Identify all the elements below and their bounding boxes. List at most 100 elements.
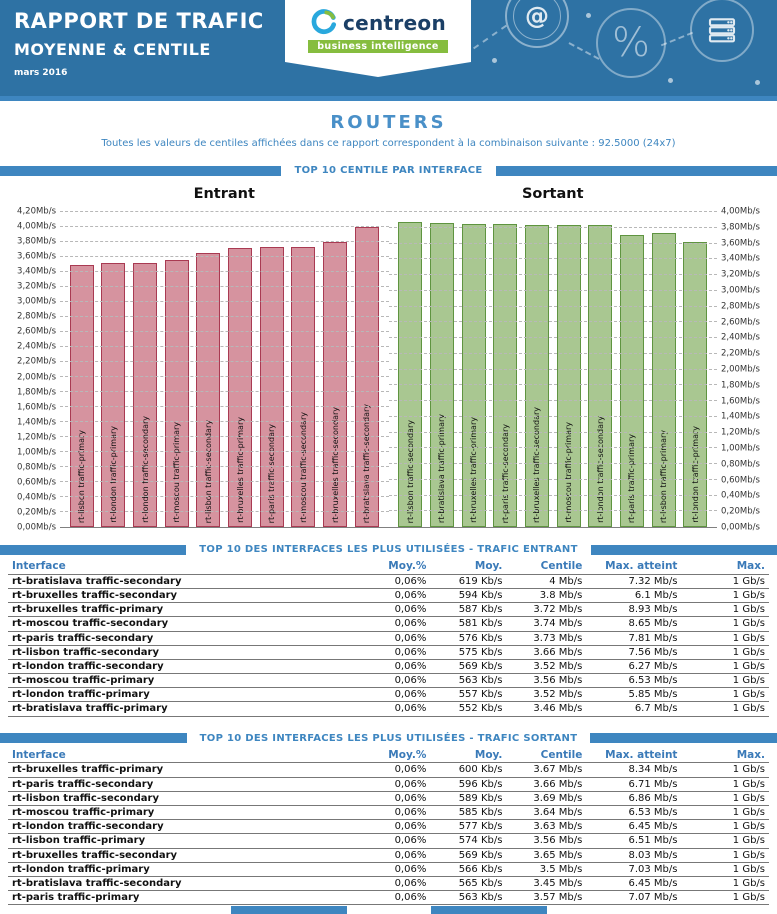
y-tick-label: 3,20Mb/s xyxy=(721,269,760,280)
gridline xyxy=(60,316,389,317)
value-cell: 600 Kb/s xyxy=(430,762,507,778)
bar-label: rt-moscou traffic-primary xyxy=(172,422,182,523)
value-cell: 619 Kb/s xyxy=(430,574,507,589)
y-tick-label: 4,00Mb/s xyxy=(17,221,56,232)
value-cell: 0,06% xyxy=(358,701,431,717)
bar-rt-lisbon-traffic-secondary: rt-lisbon traffic-secondary xyxy=(196,252,221,527)
report-subtitle: MOYENNE & CENTILE xyxy=(14,40,211,59)
deco-dot xyxy=(668,78,673,83)
value-cell: 1 Gb/s xyxy=(681,616,769,632)
gridline xyxy=(388,258,717,260)
bar-label: rt-moscou traffic-secondary xyxy=(298,412,308,523)
bar-rt-lisbon-traffic-primary: rt-lisbon traffic-primary xyxy=(69,264,94,527)
value-cell: 3.74 Mb/s xyxy=(506,616,587,632)
section-bar xyxy=(590,544,777,555)
sortant-table-title: TOP 10 DES INTERFACES LES PLUS UTILISÉES… xyxy=(199,732,578,744)
table-row: rt-moscou traffic-secondary 0,06% 581 Kb/s… xyxy=(8,616,769,632)
section-bar xyxy=(495,165,777,176)
bar-rt-bratislava-traffic-primary: rt-bratislava traffic-primary xyxy=(429,223,454,527)
bar-rt-moscou-traffic-secondary: rt-moscou traffic-secondary xyxy=(291,246,316,527)
value-cell: 1 Gb/s xyxy=(681,791,769,806)
server-circle-icon xyxy=(690,0,754,62)
value-cell: 585 Kb/s xyxy=(430,805,507,821)
gridline xyxy=(60,391,389,392)
bar-label: rt-lisbon traffic-secondary xyxy=(405,419,415,523)
y-tick-label: 3,80Mb/s xyxy=(17,236,56,247)
entrant-plot-area: rt-lisbon traffic-primary rt-london traff… xyxy=(60,211,389,528)
interface-name: rt-paris traffic-secondary xyxy=(8,777,359,792)
report-date: mars 2016 xyxy=(14,68,68,78)
at-icon: @ xyxy=(525,2,549,30)
y-tick-label: 3,60Mb/s xyxy=(17,251,56,262)
interface-name: rt-moscou traffic-primary xyxy=(8,673,359,689)
value-cell: 3.64 Mb/s xyxy=(506,805,587,821)
value-cell: 6.1 Mb/s xyxy=(586,588,682,604)
table-header-row: Interface Moy.% Moy. Centile Max. atteint Max… xyxy=(8,748,769,764)
interface-name: rt-paris traffic-secondary xyxy=(8,631,359,646)
interface-name: rt-lisbon traffic-secondary xyxy=(8,791,359,806)
value-cell: 8.93 Mb/s xyxy=(586,602,682,618)
y-tick-label: 0,00Mb/s xyxy=(17,522,56,533)
bar-rt-london-traffic-secondary: rt-london traffic-secondary xyxy=(588,225,613,527)
y-tick-label: 1,80Mb/s xyxy=(17,387,56,398)
value-cell: 1 Gb/s xyxy=(681,862,769,877)
next-section-header-cropped xyxy=(0,906,777,914)
bar-label: rt-bruxelles traffic-secondary xyxy=(532,406,542,523)
logo-tagline: business intelligence xyxy=(308,40,448,53)
value-cell: 6.45 Mb/s xyxy=(586,876,682,892)
bar-rt-bratislava-traffic-secondary: rt-bratislava traffic-secondary xyxy=(354,227,379,527)
table-row: rt-bratislava traffic-secondary 0,06% 565 … xyxy=(8,876,769,892)
bar-rt-paris-traffic-primary: rt-paris traffic-primary xyxy=(619,234,644,527)
value-cell: 3.8 Mb/s xyxy=(506,588,587,604)
value-cell: 565 Kb/s xyxy=(430,876,507,892)
value-cell: 552 Kb/s xyxy=(430,701,507,717)
gridline xyxy=(388,384,717,386)
gridline xyxy=(388,242,717,244)
interface-name: rt-lisbon traffic-secondary xyxy=(8,645,359,660)
value-cell: 596 Kb/s xyxy=(430,777,507,792)
y-tick-label: 2,80Mb/s xyxy=(721,301,760,312)
interface-name: rt-bruxelles traffic-secondary xyxy=(8,588,359,604)
y-tick-label: 0,40Mb/s xyxy=(721,490,760,501)
interface-name: rt-bruxelles traffic-secondary xyxy=(8,848,359,863)
percentile-note: Toutes les valeurs de centiles affichées… xyxy=(101,138,676,149)
value-cell: 3.45 Mb/s xyxy=(506,876,587,892)
entrant-table-header: TOP 10 DES INTERFACES LES PLUS UTILISÉES… xyxy=(0,544,777,555)
gridline xyxy=(388,352,717,354)
interface-name: rt-bratislava traffic-primary xyxy=(8,701,359,717)
value-cell: 574 Kb/s xyxy=(430,833,507,849)
value-cell: 1 Gb/s xyxy=(681,588,769,604)
table-row: rt-moscou traffic-primary 0,06% 563 Kb/s 3.… xyxy=(8,673,769,689)
bar-label: rt-lisbon traffic-primary xyxy=(659,429,669,523)
value-cell: 3.56 Mb/s xyxy=(506,673,587,689)
value-cell: 3.67 Mb/s xyxy=(506,762,587,778)
value-cell: 577 Kb/s xyxy=(430,819,507,835)
centreon-logo-banner: centreon business intelligence xyxy=(285,0,471,77)
header-titles: RAPPORT DE TRAFIC MOYENNE & CENTILE mars… xyxy=(14,9,264,78)
interface-name: rt-london traffic-primary xyxy=(8,687,359,703)
entrant-table: Interface Moy.% Moy. Centile Max. atteint Max… xyxy=(8,560,769,717)
bar-rt-lisbon-traffic-secondary: rt-lisbon traffic-secondary xyxy=(398,222,423,527)
value-cell: 0,06% xyxy=(358,631,431,646)
gridline xyxy=(60,286,389,287)
gridline xyxy=(388,305,717,307)
bar-label: rt-london traffic-secondary xyxy=(140,416,150,523)
value-cell: 3.63 Mb/s xyxy=(506,819,587,835)
bar-rt-bruxelles-traffic-primary: rt-bruxelles traffic-primary xyxy=(461,223,486,527)
value-cell: 1 Gb/s xyxy=(681,890,769,906)
sortant-bars: rt-lisbon traffic-secondary rt-bratislava… xyxy=(389,212,718,527)
bar-rt-lisbon-traffic-primary: rt-lisbon traffic-primary xyxy=(651,233,676,527)
gridline xyxy=(388,226,717,228)
value-cell: 581 Kb/s xyxy=(430,616,507,632)
interface-name: rt-bruxelles traffic-primary xyxy=(8,762,359,778)
value-cell: 3.52 Mb/s xyxy=(506,687,587,703)
gridline xyxy=(388,431,717,433)
value-cell: 557 Kb/s xyxy=(430,687,507,703)
bar-rt-paris-traffic-secondary: rt-paris traffic-secondary xyxy=(493,223,518,527)
table-row: rt-bratislava traffic-primary 0,06% 552 Kb… xyxy=(8,701,769,717)
y-tick-label: 0,60Mb/s xyxy=(17,477,56,488)
bar-label: rt-bratislava traffic-primary xyxy=(437,413,447,523)
value-cell: 0,06% xyxy=(358,876,431,892)
gridline xyxy=(60,376,389,377)
y-tick-label: 0,20Mb/s xyxy=(17,507,56,518)
